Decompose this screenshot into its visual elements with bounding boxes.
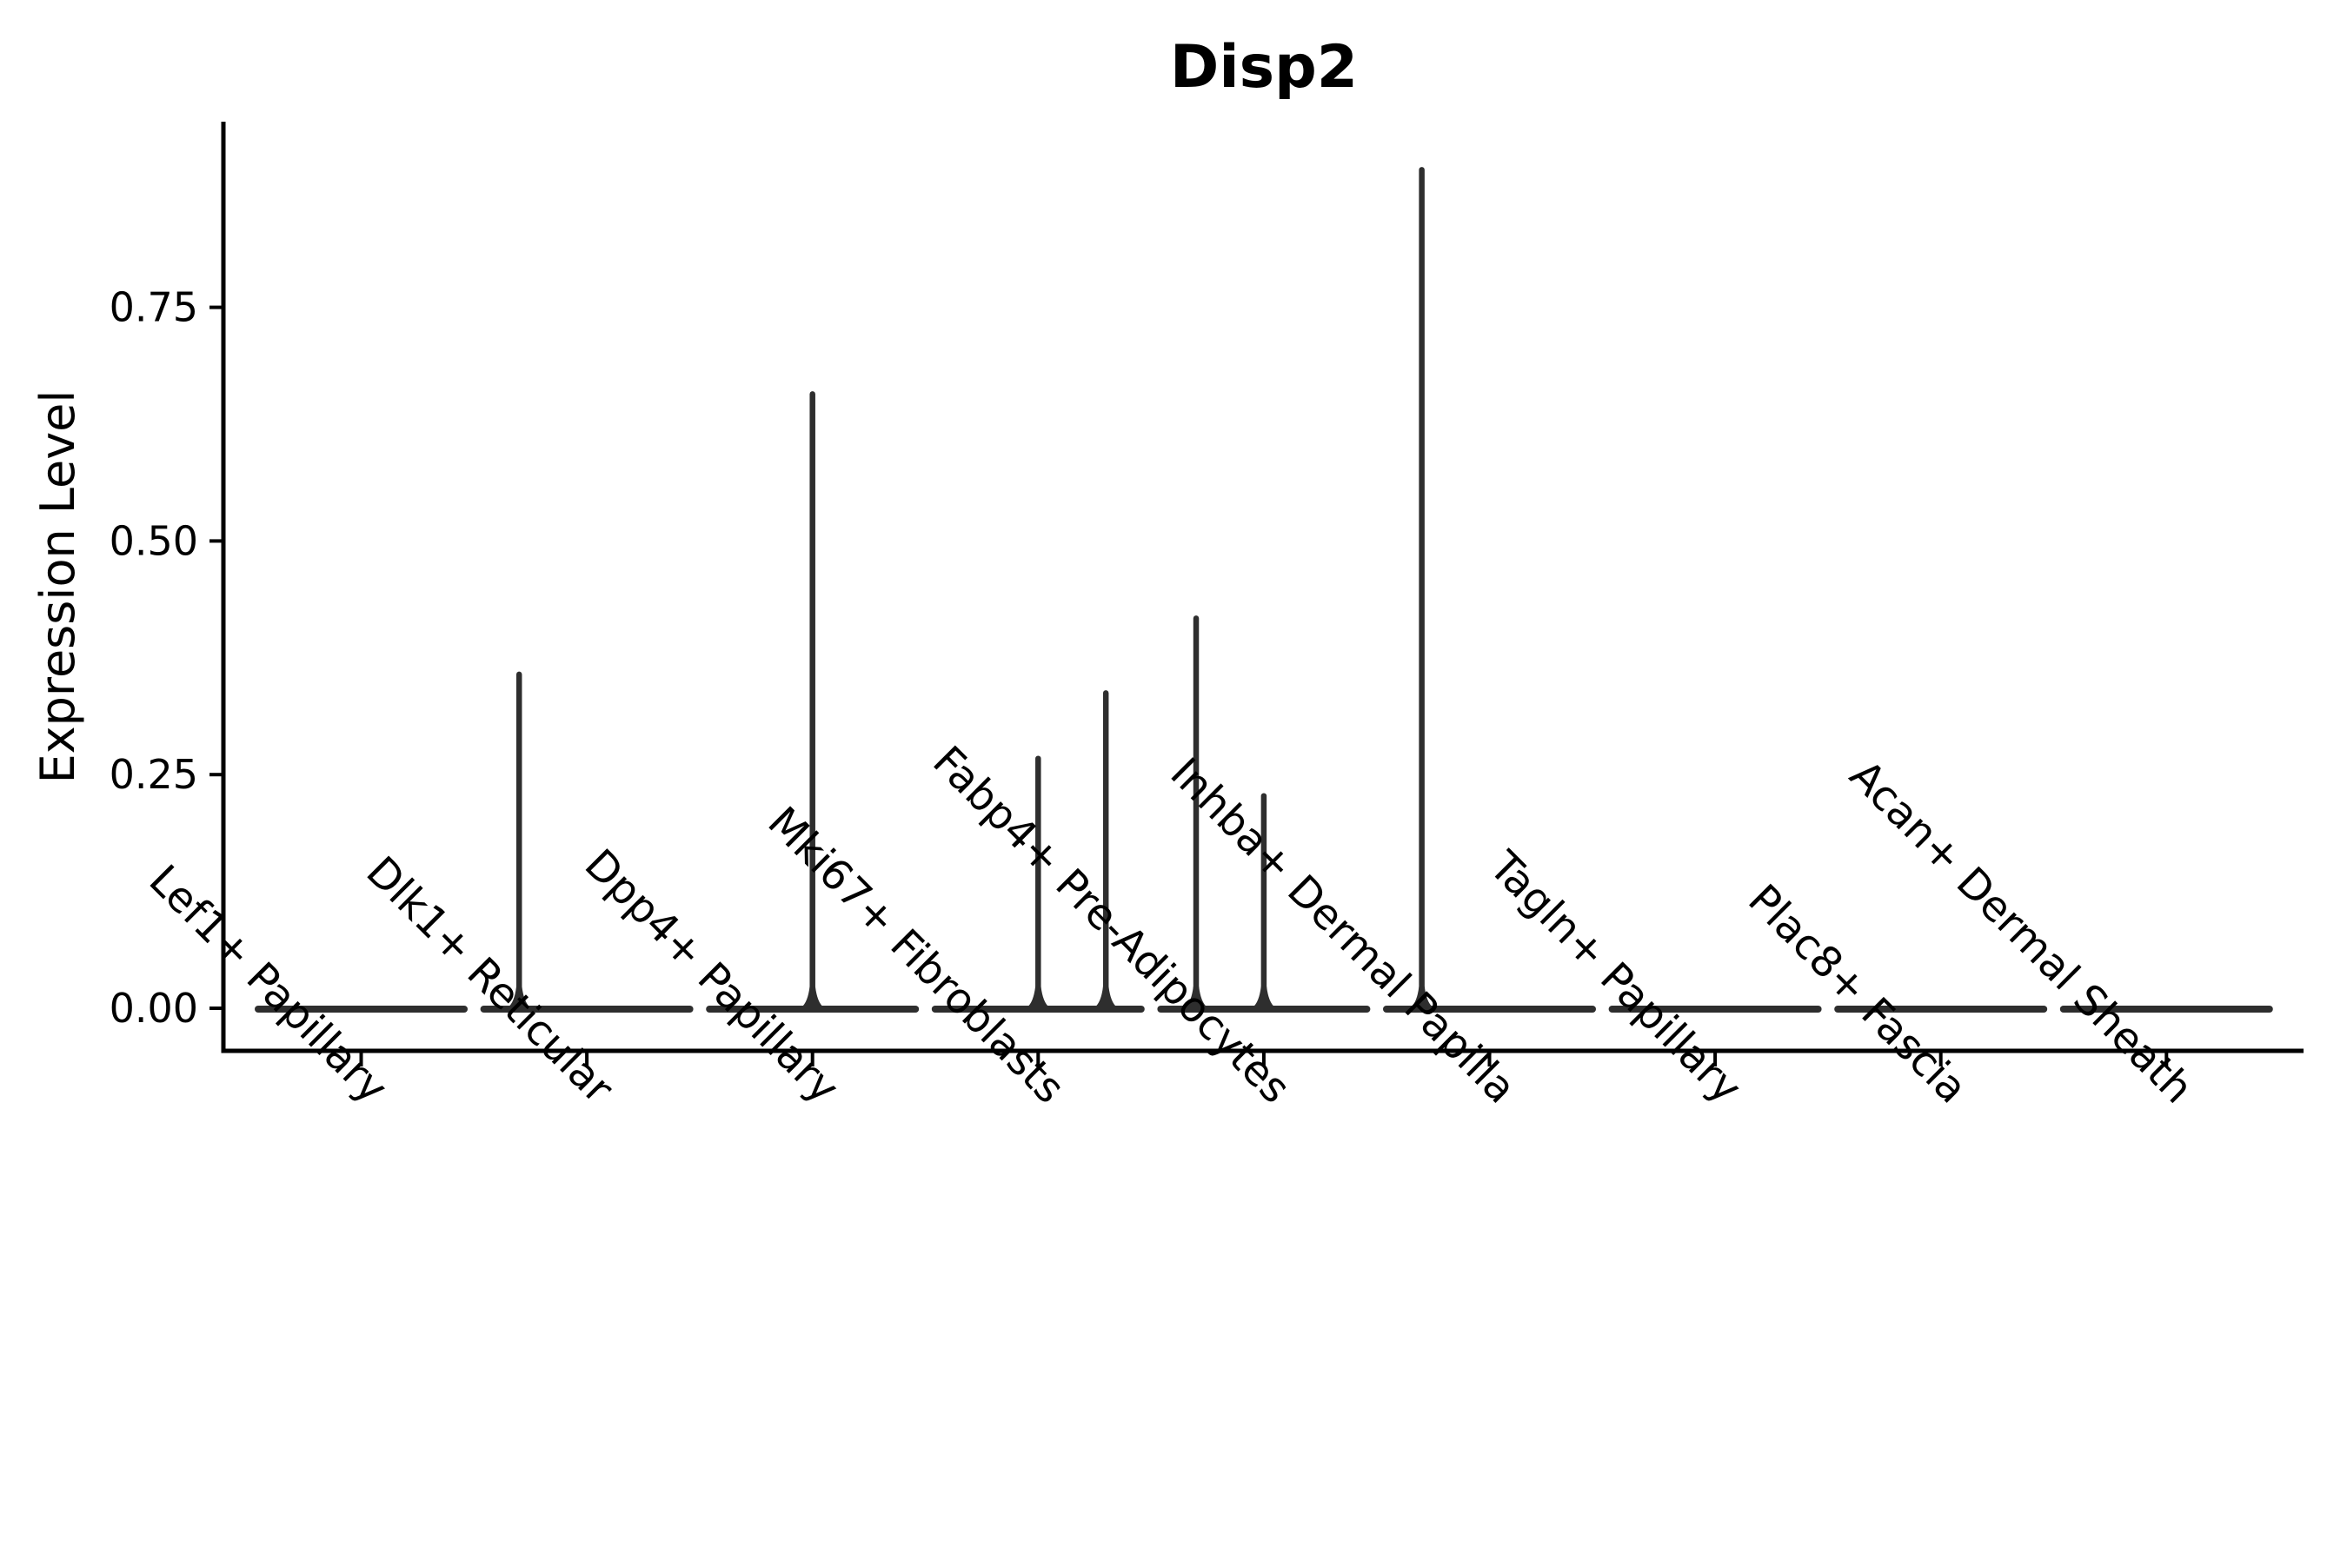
- x-tick-label: Dlk1+ Reticular: [357, 847, 623, 1113]
- x-tick-label: Fabp4+ Pre-Adipocytes: [923, 737, 1300, 1113]
- x-tick-label: Plac8+ Fascia: [1739, 875, 1977, 1113]
- violin-spike-foot: [504, 987, 535, 1009]
- violin-spike-foot: [1091, 987, 1121, 1009]
- y-axis-label: Expression Level: [30, 390, 85, 784]
- chart-title: Disp2: [1170, 33, 1358, 102]
- y-tick-label: 0.75: [110, 284, 198, 331]
- violin-layer: [255, 167, 2273, 1013]
- y-tick-label: 0.00: [110, 985, 198, 1032]
- y-tick-label: 0.25: [110, 751, 198, 798]
- violin-spike-foot: [1181, 987, 1212, 1009]
- violin-spike-foot: [1023, 987, 1054, 1009]
- violin-spike-foot: [797, 987, 828, 1009]
- violin-spike-foot: [1406, 987, 1437, 1009]
- violin-spike-foot: [1248, 987, 1279, 1009]
- y-tick-label: 0.50: [110, 517, 198, 564]
